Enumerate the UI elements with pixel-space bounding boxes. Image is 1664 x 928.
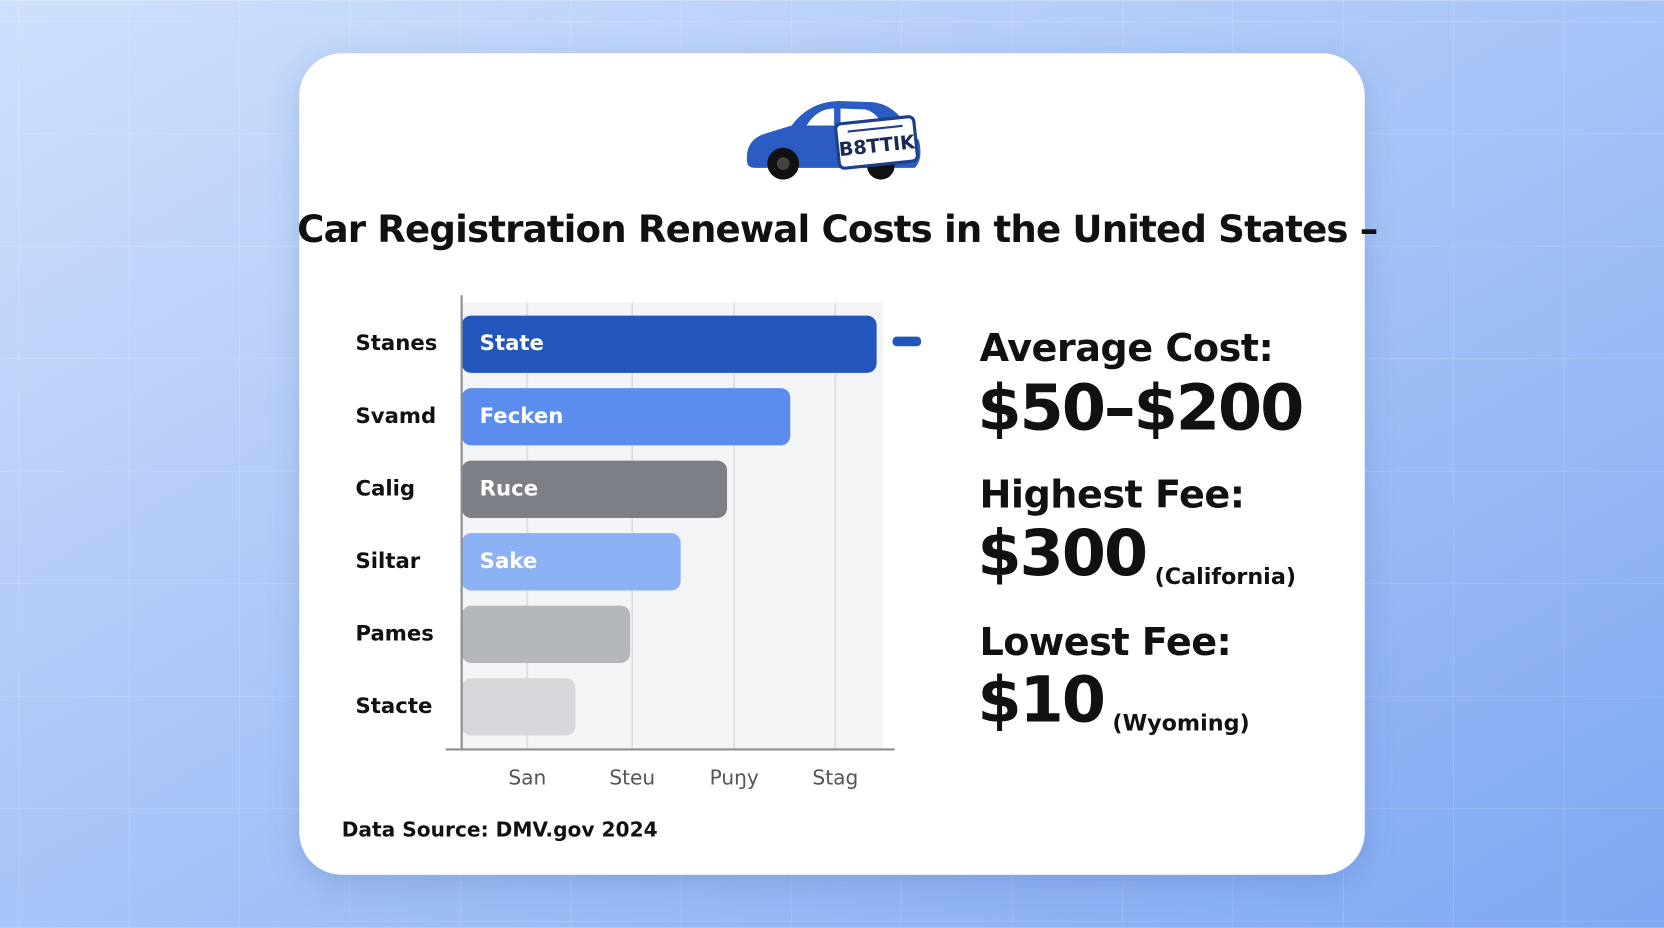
plot-area xyxy=(461,302,883,750)
bar-chart: San Steu Puŋy Stag Stanes State Svamd Fecken Cal… xyxy=(356,295,895,790)
bar xyxy=(461,460,728,518)
stat-label: Lowest Fee: xyxy=(980,621,1232,665)
y-tick-label: Svamd xyxy=(356,404,437,429)
stat-label: Average Cost: xyxy=(980,327,1274,371)
y-tick-label: Stanes xyxy=(356,331,438,356)
stat-value: $300 xyxy=(977,517,1146,591)
x-tick-label: San xyxy=(508,766,546,790)
bar xyxy=(461,315,877,373)
bar xyxy=(461,605,631,663)
bar-label: State xyxy=(480,331,544,356)
bar xyxy=(461,388,791,446)
chart-title: Car Registration Renewal Costs in the Un… xyxy=(297,208,1377,251)
y-tick-label: Stacte xyxy=(356,694,433,719)
bar-label: Ruce xyxy=(480,476,538,501)
bar xyxy=(461,678,576,736)
y-tick-label: Siltar xyxy=(356,549,421,574)
x-tick-label: Puŋy xyxy=(710,766,759,790)
stat-value: $50–$200 xyxy=(977,372,1302,446)
bar xyxy=(461,533,681,591)
x-tick-label: Steu xyxy=(609,766,655,790)
source-note: Data Source: DMV.gov 2024 xyxy=(342,818,658,842)
stats-panel: Average Cost:$50–$200 Highest Fee:$300 (Ca… xyxy=(977,327,1304,737)
car-icon: B8TTIK xyxy=(746,101,921,180)
y-tick-label: Calig xyxy=(356,476,416,501)
stat-note: (California) xyxy=(1155,564,1296,590)
stat-label: Highest Fee: xyxy=(980,473,1245,517)
y-tick-label: Pames xyxy=(356,621,434,646)
stat-note: (Wyoming) xyxy=(1112,710,1249,736)
bar-label: Sake xyxy=(480,549,538,574)
x-tick-label: Stag xyxy=(812,766,858,790)
bar-label: Fecken xyxy=(480,404,564,429)
legend-dash xyxy=(892,336,922,347)
stat-value: $10 xyxy=(977,663,1104,737)
